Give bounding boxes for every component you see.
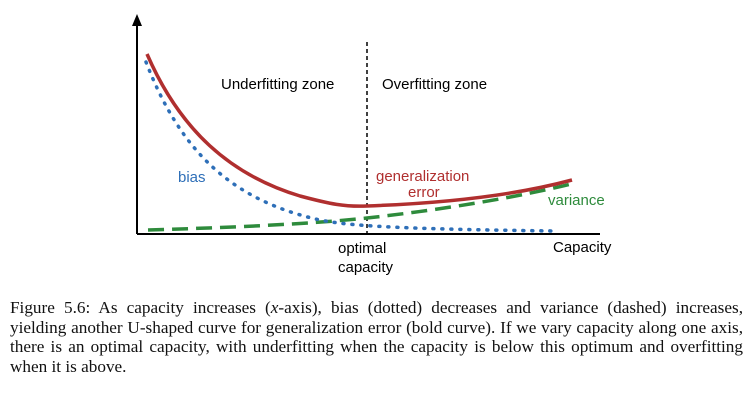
generalization-error-label-line1: generalization [376, 168, 469, 185]
x-axis-label: Capacity [553, 239, 612, 256]
caption-label: Figure 5.6: [10, 298, 91, 317]
y-axis-arrow-icon [132, 14, 142, 26]
variance-curve [147, 181, 576, 232]
caption-text-part2: -axis), bias (dotted) decreases and vari… [10, 298, 743, 376]
figure-caption: Figure 5.6: As capacity increases (x-axi… [10, 298, 743, 376]
bias-label: bias [178, 169, 206, 186]
underfitting-zone-label: Underfitting zone [221, 76, 334, 93]
optimal-capacity-label-line2: capacity [338, 259, 394, 276]
generalization-error-label-line2: error [408, 184, 440, 201]
optimal-capacity-label-line1: optimal [338, 240, 386, 257]
variance-label: variance [548, 192, 605, 209]
generalization-error-curve [145, 53, 573, 208]
caption-x-variable: x [270, 298, 279, 317]
bias-curve [144, 60, 557, 233]
bias-variance-figure: Underfitting zone Overfitting zone bias … [132, 14, 612, 276]
caption-text-part1: As capacity increases ( [98, 298, 271, 317]
overfitting-zone-label: Overfitting zone [382, 76, 487, 93]
